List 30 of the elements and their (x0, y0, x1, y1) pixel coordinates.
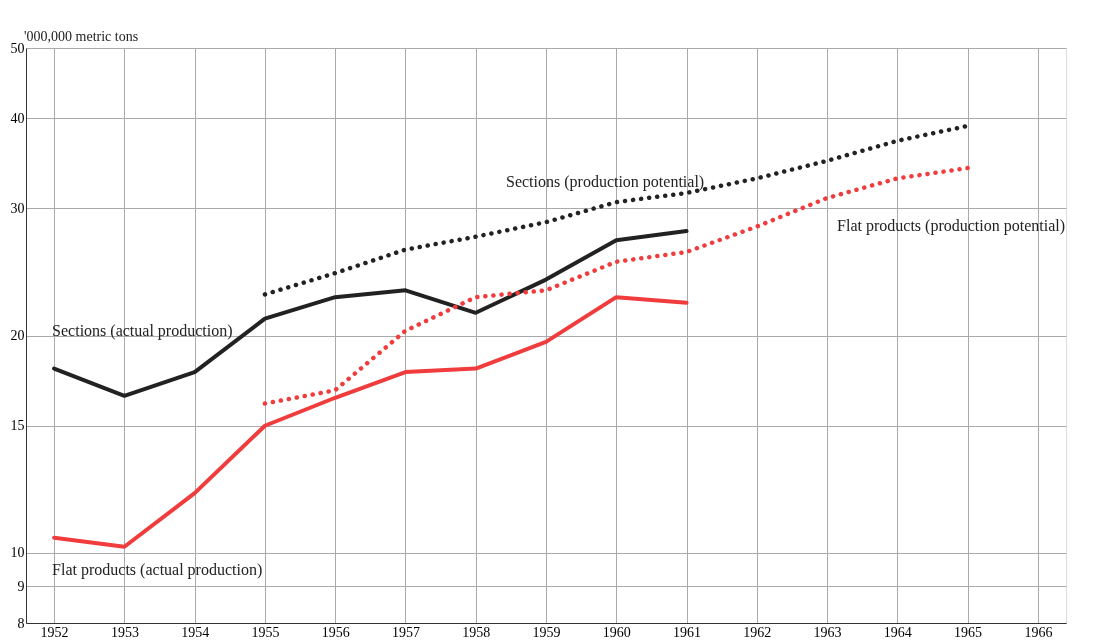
y-tick-label: 8 (17, 615, 25, 631)
y-tick-label: 15 (10, 418, 25, 434)
series-label: Flat products (actual production) (52, 560, 263, 579)
x-tick-label: 1961 (673, 624, 702, 640)
y-tick-label: 40 (10, 110, 25, 126)
line-series (52, 295, 689, 549)
x-tick-label: 1964 (883, 624, 912, 640)
line-series (52, 229, 689, 398)
x-tick-label: 1957 (391, 624, 420, 640)
x-tick-label: 1952 (40, 624, 69, 640)
x-tick-label: 1955 (251, 624, 280, 640)
x-tick-label: 1966 (1024, 624, 1053, 640)
x-tick-label: 1962 (743, 624, 772, 640)
x-tick-label: 1954 (181, 624, 210, 640)
y-tick-label: 9 (17, 578, 25, 594)
y-tick-label: 20 (10, 328, 25, 343)
x-tick-label: 1953 (110, 624, 139, 640)
y-tick-label: 50 (10, 40, 25, 56)
series-label: Flat products (production potential) (837, 216, 1066, 235)
series-label: Sections (production potential) (506, 173, 705, 192)
x-tick-label: 1965 (954, 624, 983, 640)
y-tick-label: 10 (10, 545, 25, 561)
y-tick-label: 30 (10, 200, 25, 216)
series-label: Sections (actual production) (52, 321, 233, 340)
x-tick-label: 1958 (462, 624, 491, 640)
y-axis-title: '000,000 metric tons (24, 29, 139, 44)
x-tick-label: 1963 (813, 624, 842, 640)
x-tick-label: 1960 (602, 624, 631, 640)
x-tick-label: 1956 (321, 624, 350, 640)
x-tick-label: 1959 (532, 624, 561, 640)
